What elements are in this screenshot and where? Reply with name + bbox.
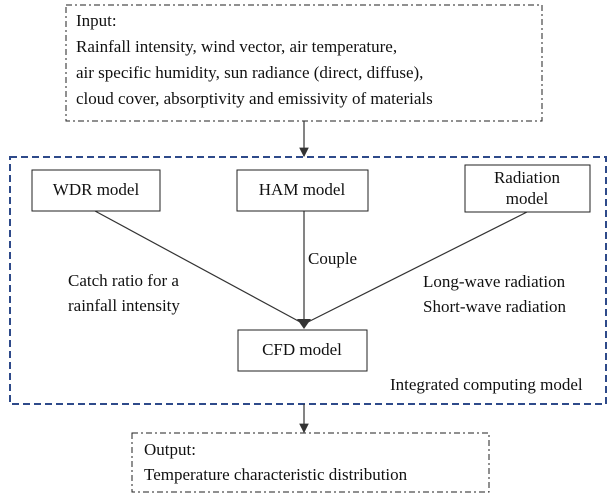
node-label: Radiation [494,168,561,187]
edge-label: Long-wave radiation [423,272,566,291]
node-box [237,329,368,372]
input-line: air specific humidity, sun radiance (dir… [76,63,423,82]
node-label: CFD model [262,340,342,359]
input-title: Input: [76,11,117,30]
node-label: WDR model [53,180,140,199]
output-title: Output: [144,440,196,459]
edge [305,211,528,324]
edge-label: Catch ratio for a [68,271,179,290]
container-label: Integrated computing model [390,375,583,394]
edge-label: Couple [308,249,357,268]
arrow-head [297,319,311,329]
edge-label: rainfall intensity [68,296,180,315]
edge [94,210,303,324]
node-label: HAM model [259,180,346,199]
node-box [31,169,161,212]
output-line: Temperature characteristic distribution [144,465,408,484]
node-box [236,169,369,212]
node-box [464,164,591,213]
edge-label: Short-wave radiation [423,297,567,316]
container-box [9,156,607,405]
input-line: Rainfall intensity, wind vector, air tem… [76,37,397,56]
input-line: cloud cover, absorptivity and emissivity… [76,89,433,108]
output-box [131,432,490,493]
node-label: model [506,189,549,208]
